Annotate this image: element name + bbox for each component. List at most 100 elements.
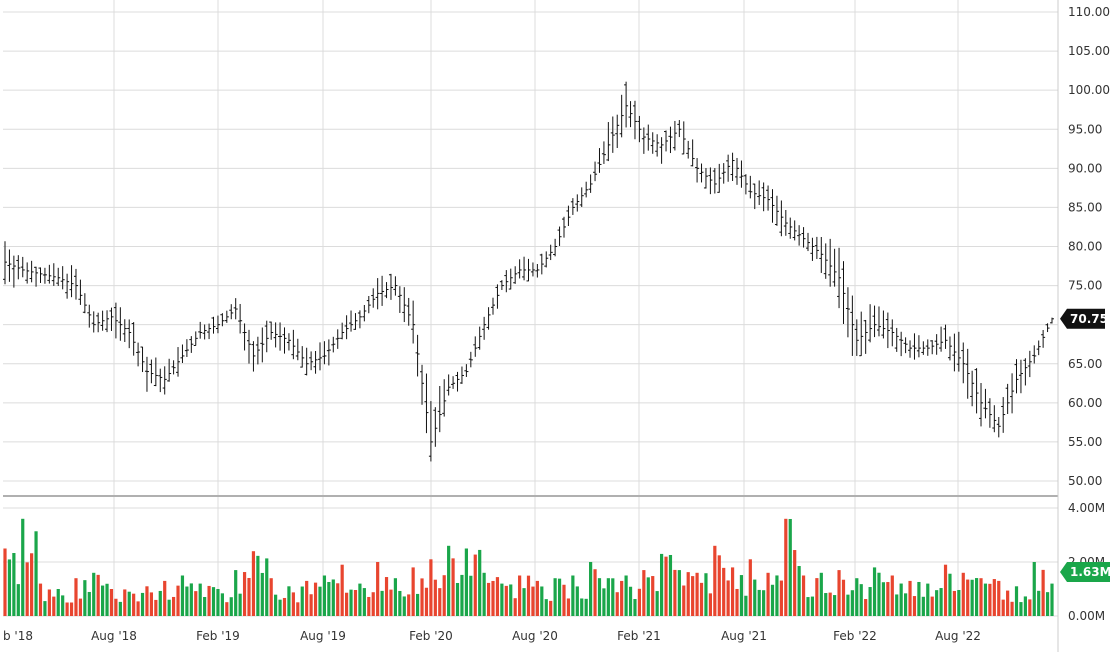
- ohlc-bar: [69, 265, 74, 298]
- volume-bar: [744, 595, 748, 616]
- ohlc-bar: [961, 342, 966, 384]
- volume-bar: [198, 583, 202, 616]
- ohlc-bar: [814, 236, 819, 259]
- ohlc-bar: [903, 337, 908, 354]
- volume-bar: [3, 548, 7, 616]
- volume-bar: [305, 580, 309, 616]
- ohlc-bar: [561, 216, 566, 238]
- volume-bar: [38, 583, 43, 616]
- ohlc-bar: [921, 341, 926, 355]
- volume-bar: [491, 580, 495, 616]
- last-price-badge-shape: [1060, 308, 1105, 329]
- ohlc-bar: [362, 304, 367, 322]
- ohlc-bar: [832, 248, 837, 287]
- volume-bar: [544, 599, 548, 616]
- volume-bar: [353, 589, 358, 616]
- volume-bar: [992, 579, 996, 616]
- volume-bar: [207, 585, 211, 616]
- ohlc-bar: [659, 137, 664, 164]
- volume-bar: [154, 599, 158, 616]
- volume-bar: [65, 602, 69, 616]
- volume-bar: [25, 562, 29, 616]
- volume-bar: [699, 582, 704, 616]
- volume-bar: [393, 578, 398, 616]
- ohlc-bar: [397, 286, 402, 313]
- ohlc-bar: [859, 311, 864, 357]
- ohlc-bar: [420, 364, 425, 405]
- volume-bar: [398, 590, 402, 616]
- ohlc-bar: [335, 329, 340, 349]
- ohlc-bar: [38, 267, 43, 283]
- ohlc-bar: [233, 298, 238, 320]
- ohlc-bar: [144, 356, 149, 392]
- price-gridlines: [3, 11, 1058, 482]
- ohlc-bar: [757, 180, 762, 206]
- last-price-label: 70.75: [1070, 312, 1108, 326]
- volume-bar: [96, 574, 100, 616]
- volume-bar: [917, 581, 921, 616]
- time-tick-label: Feb '21: [617, 629, 661, 643]
- ohlc-bar: [916, 335, 921, 358]
- volume-bar: [87, 591, 91, 616]
- volume-bar: [784, 518, 788, 616]
- price-ohlc-series: [3, 81, 1054, 462]
- volume-bar: [797, 566, 801, 616]
- ohlc-bar: [597, 148, 602, 173]
- volume-bar: [651, 576, 655, 616]
- ohlc-bar: [495, 284, 500, 309]
- price-tick-label: 65.00: [1068, 357, 1102, 371]
- ohlc-bar: [491, 297, 496, 315]
- ohlc-bar: [109, 307, 114, 331]
- ohlc-bar: [122, 319, 127, 342]
- ohlc-bar: [326, 339, 331, 366]
- volume-bar: [300, 586, 304, 616]
- ohlc-bar: [766, 185, 771, 211]
- price-tick-label: 90.00: [1068, 161, 1102, 175]
- ohlc-bar: [947, 336, 952, 361]
- time-axis-ticks: b '18 Aug '18 Feb '19 Aug '19 Feb '20 Aug '20…: [3, 629, 981, 643]
- ohlc-bar: [801, 227, 806, 248]
- ohlc-bar: [118, 307, 123, 341]
- price-tick-label: 95.00: [1068, 122, 1102, 136]
- ohlc-bar: [158, 368, 163, 393]
- volume-bar: [668, 554, 673, 616]
- volume-bar: [886, 582, 890, 616]
- volume-bar: [602, 588, 606, 616]
- volume-bar: [646, 577, 650, 616]
- volume-bar: [815, 578, 819, 616]
- volume-bar: [691, 576, 695, 616]
- ohlc-bar: [3, 241, 7, 285]
- volume-bar: [655, 591, 659, 616]
- ohlc-bar: [437, 385, 442, 433]
- ohlc-bar: [357, 310, 362, 329]
- ohlc-bar: [349, 310, 354, 332]
- ohlc-bar: [229, 304, 234, 320]
- volume-bar: [589, 562, 593, 616]
- volume-bar: [52, 596, 56, 616]
- volume-bar: [983, 583, 988, 616]
- ohlc-bar: [619, 94, 624, 138]
- volume-bar: [256, 555, 260, 616]
- ohlc-bar: [113, 302, 118, 339]
- volume-bar: [105, 583, 109, 616]
- volume-bar: [464, 548, 468, 616]
- volume-bar: [69, 602, 74, 616]
- volume-bar: [881, 582, 886, 616]
- ohlc-bar: [375, 278, 380, 310]
- volume-bar: [145, 586, 149, 616]
- volume-bar: [56, 589, 60, 616]
- time-tick-label: Aug '19: [300, 629, 346, 643]
- volume-bar: [518, 575, 522, 616]
- volume-bar: [726, 580, 730, 616]
- ohlc-bar: [251, 341, 256, 372]
- volume-bar: [819, 572, 823, 616]
- ohlc-bar: [176, 347, 181, 377]
- ohlc-bar: [539, 253, 544, 275]
- volume-bar: [247, 577, 251, 616]
- volume-bar: [486, 582, 491, 616]
- volume-bar: [345, 592, 349, 616]
- ohlc-bar: [295, 338, 300, 361]
- ohlc-bar: [1045, 323, 1050, 333]
- ohlc-bar: [712, 168, 717, 194]
- volume-bar: [420, 578, 424, 616]
